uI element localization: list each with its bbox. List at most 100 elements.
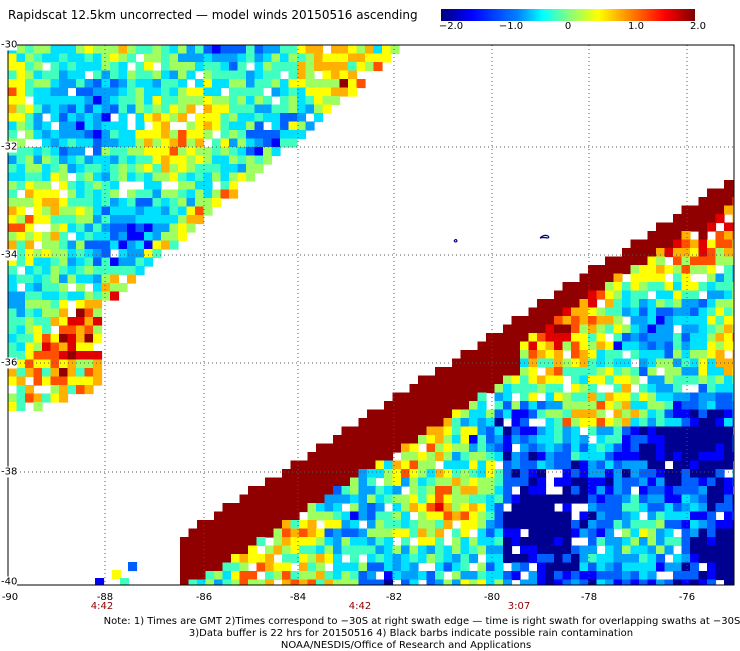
wind-cell — [716, 231, 725, 240]
wind-cell — [323, 105, 332, 114]
wind-cell — [350, 537, 359, 546]
wind-cell — [34, 147, 43, 156]
wind-cell — [614, 469, 623, 478]
wind-cell — [648, 452, 657, 461]
wind-cell — [161, 190, 170, 199]
wind-cell — [204, 54, 213, 63]
wind-cell — [682, 282, 691, 291]
wind-cell — [59, 241, 68, 250]
wind-cell — [665, 393, 674, 402]
wind-cell — [520, 316, 529, 325]
wind-cell — [724, 563, 733, 572]
wind-cell — [85, 105, 94, 114]
wind-cell — [42, 54, 51, 63]
wind-cell — [282, 520, 291, 529]
wind-cell — [144, 79, 153, 88]
wind-cell — [367, 461, 376, 470]
wind-cell — [512, 537, 521, 546]
wind-cell — [376, 410, 385, 419]
wind-cell — [546, 520, 555, 529]
wind-cell — [716, 240, 725, 249]
wind-cell — [51, 249, 60, 258]
wind-cell — [673, 418, 682, 427]
wind-cell — [520, 469, 529, 478]
wind-cell — [716, 461, 725, 470]
wind-cell — [42, 266, 51, 275]
wind-cell — [197, 529, 206, 538]
wind-cell — [597, 444, 606, 453]
wind-cell — [495, 486, 504, 495]
wind-cell — [690, 350, 699, 359]
wind-cell — [170, 198, 179, 207]
wind-cell — [690, 495, 699, 504]
wind-cell — [699, 580, 708, 589]
wind-cell — [110, 275, 119, 284]
wind-cell — [435, 435, 444, 444]
wind-cell — [289, 122, 298, 131]
wind-cell — [631, 316, 640, 325]
wind-cell — [512, 350, 521, 359]
wind-cell — [119, 173, 128, 182]
wind-cell — [427, 418, 436, 427]
wind-cell — [110, 45, 119, 54]
wind-cell — [263, 105, 272, 114]
wind-cell — [136, 45, 145, 54]
wind-cell — [682, 452, 691, 461]
wind-cell — [563, 359, 572, 368]
wind-cell — [85, 88, 94, 97]
wind-cell — [85, 360, 94, 369]
wind-cell — [257, 529, 266, 538]
wind-cell — [119, 258, 128, 267]
wind-cell — [325, 495, 334, 504]
wind-cell — [554, 520, 563, 529]
wind-cell — [367, 418, 376, 427]
wind-cell — [51, 105, 60, 114]
wind-cell — [280, 105, 289, 114]
wind-cell — [707, 367, 716, 376]
wind-cell — [136, 249, 145, 258]
wind-cell — [707, 308, 716, 317]
wind-cell — [229, 164, 238, 173]
wind-cell — [716, 486, 725, 495]
wind-cell — [51, 130, 60, 139]
wind-cell — [178, 105, 187, 114]
wind-cell — [478, 418, 487, 427]
wind-cell — [495, 571, 504, 580]
wind-cell — [690, 427, 699, 436]
wind-cell — [435, 563, 444, 572]
wind-cell — [656, 486, 665, 495]
wind-cell — [17, 45, 26, 54]
wind-cell — [699, 240, 708, 249]
wind-cell — [350, 495, 359, 504]
wind-cell — [512, 316, 521, 325]
wind-cell — [724, 206, 733, 215]
wind-cell — [469, 469, 478, 478]
wind-cell — [724, 376, 733, 385]
wind-cell — [452, 384, 461, 393]
wind-cell — [291, 580, 300, 589]
wind-cell — [136, 113, 145, 122]
wind-cell — [665, 512, 674, 521]
wind-cell — [444, 435, 453, 444]
wind-cell — [478, 367, 487, 376]
wind-cell — [461, 384, 470, 393]
wind-cell — [597, 486, 606, 495]
wind-cell — [546, 376, 555, 385]
wind-cell — [212, 164, 221, 173]
wind-cell — [656, 265, 665, 274]
wind-cell — [571, 418, 580, 427]
wind-cell — [690, 291, 699, 300]
wind-cell — [299, 461, 308, 470]
wind-cell — [340, 62, 349, 71]
wind-cell — [503, 401, 512, 410]
wind-cell — [639, 452, 648, 461]
wind-cell — [401, 410, 410, 419]
wind-cell — [42, 207, 51, 216]
wind-cell — [25, 351, 34, 360]
wind-cell — [342, 444, 351, 453]
wind-cell — [102, 266, 111, 275]
wind-cell — [255, 45, 264, 54]
wind-cell — [144, 215, 153, 224]
wind-cell — [42, 360, 51, 369]
wind-cell — [401, 546, 410, 555]
